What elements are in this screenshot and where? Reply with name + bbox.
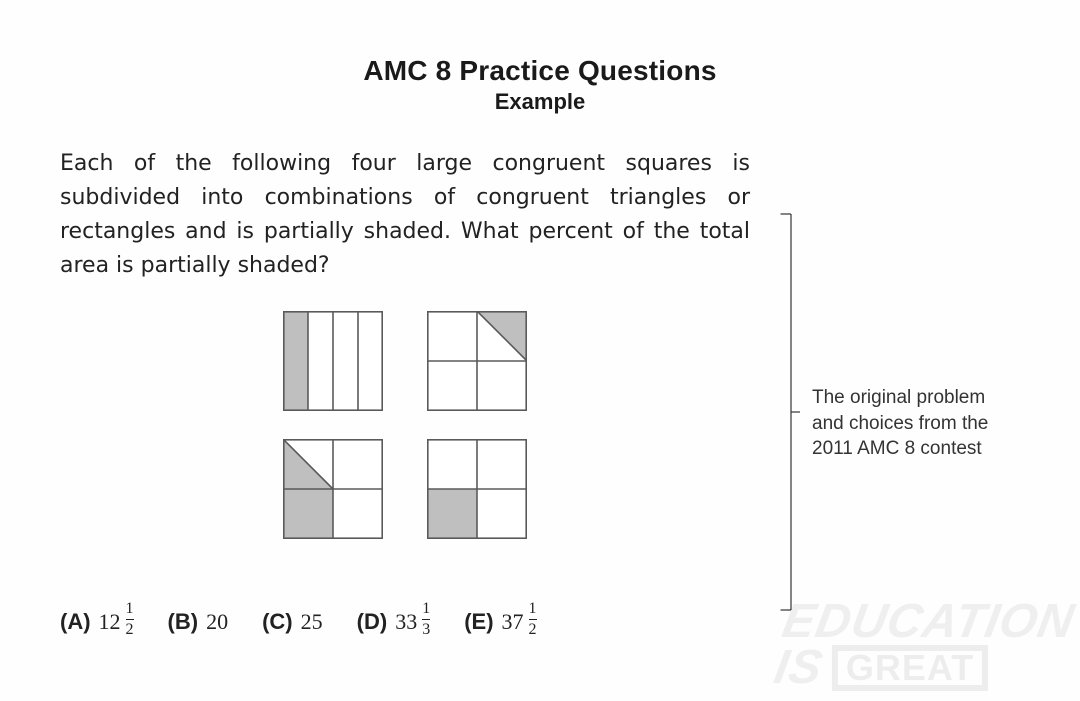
choice-fraction: 12: [126, 601, 134, 638]
choice-integer: 25: [301, 609, 323, 635]
figures-block: [60, 311, 750, 539]
answer-choice: (E)3712: [464, 603, 536, 640]
answer-choices: (A)1212(B)20(C)25(D)3313(E)3712: [60, 603, 750, 640]
choice-integer: 12: [99, 609, 121, 635]
choice-label: (A): [60, 609, 91, 635]
choice-label: (E): [464, 609, 493, 635]
fraction-denominator: 3: [422, 619, 430, 638]
side-note-line: 2011 AMC 8 contest: [812, 436, 988, 462]
answer-choice: (C) 25: [262, 609, 323, 635]
figure-square-2: [427, 311, 527, 411]
choice-integer: 20: [206, 609, 228, 635]
watermark-line: IS GREAT: [771, 645, 1070, 691]
fraction-numerator: 1: [126, 601, 134, 619]
page-title: AMC 8 Practice Questions: [60, 55, 1020, 87]
fraction-numerator: 1: [422, 601, 430, 619]
figure-square-1: [283, 311, 383, 411]
fraction-denominator: 2: [529, 619, 537, 638]
question-text: Each of the following four large congrue…: [60, 147, 750, 283]
fraction-numerator: 1: [529, 601, 537, 619]
left-column: Each of the following four large congrue…: [60, 147, 770, 640]
choice-label: (D): [357, 609, 388, 635]
figure-row-2: [283, 439, 527, 539]
figure-square-4: [427, 439, 527, 539]
choice-integer: 37: [502, 609, 524, 635]
side-note-line: and choices from the: [812, 411, 988, 437]
answer-choice: (D)3313: [357, 603, 431, 640]
choice-fraction: 13: [422, 601, 430, 638]
figure-square-3: [283, 439, 383, 539]
choice-integer: 33: [395, 609, 417, 635]
bracket-icon: [770, 147, 800, 677]
fraction-denominator: 2: [126, 619, 134, 638]
right-column: The original problem and choices from th…: [770, 147, 1020, 640]
answer-choice: (B) 20: [168, 609, 229, 635]
watermark-box: GREAT: [833, 645, 989, 691]
content-row: Each of the following four large congrue…: [60, 147, 1020, 640]
answer-choice: (A)1212: [60, 603, 134, 640]
side-note: The original problem and choices from th…: [812, 385, 988, 462]
figure-row-1: [283, 311, 527, 411]
choice-fraction: 12: [529, 601, 537, 638]
choice-label: (C): [262, 609, 293, 635]
page: AMC 8 Practice Questions Example Each of…: [0, 0, 1080, 701]
page-subtitle: Example: [60, 89, 1020, 115]
side-note-line: The original problem: [812, 385, 988, 411]
choice-label: (B): [168, 609, 199, 635]
